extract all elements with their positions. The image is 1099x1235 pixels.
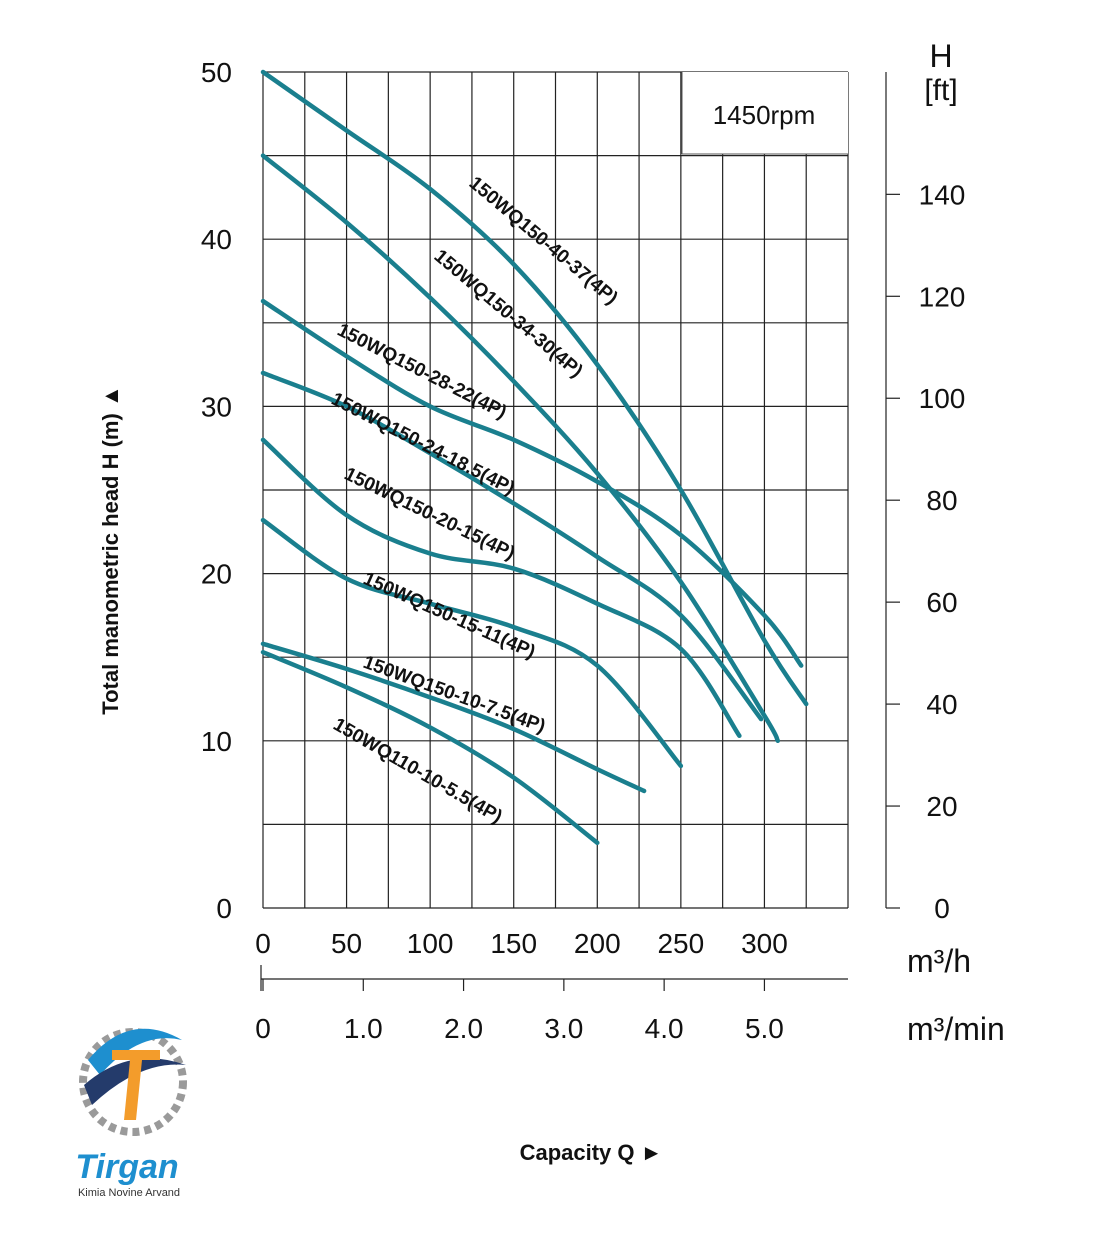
x-secondary-tick-label: 4.0 [645,1013,684,1044]
right-axis-tick-label: 0 [934,893,950,924]
speed-label: 1450rpm [713,100,816,130]
y-tick-label: 20 [201,559,232,590]
pump-curve [260,298,804,668]
x-tick-label: 100 [407,928,454,959]
logo-emblem-icon [79,1028,187,1136]
pump-curve [260,153,781,744]
rpm-box [682,72,848,154]
right-axis-tick-label: 80 [926,485,957,516]
curve-label: 150WQ110-10-5.5(4P) [330,714,506,828]
brand-name: Tirgan [75,1148,178,1186]
x-axis-title: Capacity Q ► [520,1140,663,1165]
right-axis-label-unit: [ft] [924,74,957,107]
pump-curve [260,69,809,707]
pump-curve [260,641,647,794]
x-secondary-tick-label: 0 [255,1013,271,1044]
curves [260,69,809,846]
y-axis-title: Total manometric head H (m) ▲ [98,385,123,714]
right-axis-tick-label: 40 [926,689,957,720]
right-axis-tick-label: 60 [926,587,957,618]
x-tick-label: 250 [657,928,704,959]
x-tick-label: 50 [331,928,362,959]
y-tick-label: 0 [216,893,232,924]
right-axis-tick-label: 20 [926,791,957,822]
curve-label: 150WQ150-15-11(4P) [360,568,538,663]
x-unit-primary: m³/h [907,943,971,979]
right-axis-tick-label: 120 [919,281,966,312]
pump-curve [260,370,764,722]
y-tick-label: 40 [201,224,232,255]
x-secondary-tick-label: 1.0 [344,1013,383,1044]
x-secondary-tick-label: 3.0 [544,1013,583,1044]
brand-subtitle: Kimia Novine Arvand [78,1187,180,1199]
x-unit-secondary: m³/min [907,1011,1005,1047]
pump-curve [260,437,742,739]
pump-curve [260,649,600,846]
grid [262,71,849,909]
curve-labels: 150WQ150-40-37(4P)150WQ150-34-30(4P)150W… [328,173,622,828]
right-axis-tick-label: 100 [919,383,966,414]
x-secondary-tick-label: 2.0 [444,1013,483,1044]
x-tick-label: 200 [574,928,621,959]
pump-curve [260,517,684,769]
x-tick-label: 0 [255,928,271,959]
x-tick-label: 150 [490,928,537,959]
x-tick-label: 300 [741,928,788,959]
right-axis-label-h: H [929,38,952,74]
x-secondary-tick-label: 5.0 [745,1013,784,1044]
tirgan-logo: Tirgan Kimia Novine Arvand [75,1028,187,1199]
y-tick-label: 50 [201,57,232,88]
right-axis-tick-label: 140 [919,179,966,210]
y-tick-label: 30 [201,391,232,422]
axes: 0 10 20 30 40 50 0 20 40 60 80 100 120 140 0 50 100 150 20… [201,57,966,1044]
y-tick-label: 10 [201,726,232,757]
